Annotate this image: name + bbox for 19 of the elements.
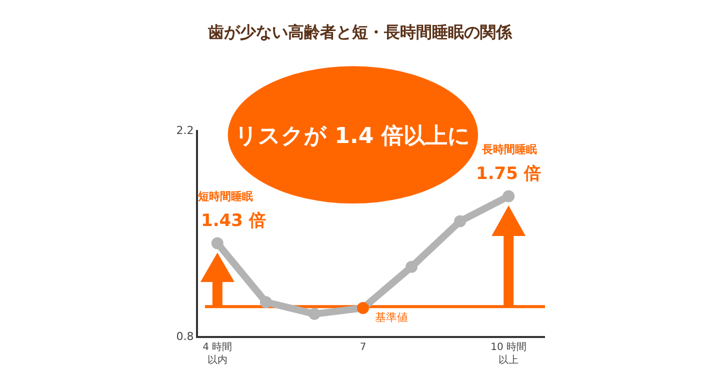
annotation: 長時間睡眠 (481, 143, 537, 156)
y-tick-label: 2.2 (176, 124, 194, 137)
data-label: 1.75 倍 (476, 164, 541, 184)
point (502, 190, 515, 202)
data-label: 1.43 倍 (201, 211, 266, 231)
annotation: 短時間睡眠 (197, 190, 253, 203)
point (406, 260, 418, 273)
x-tick-label: 7 (360, 342, 366, 353)
ref-line-label: 基準値 (375, 311, 408, 324)
chart-title: 歯が少ない高齢者と短・長時間睡眠の関係 (207, 22, 513, 42)
point (211, 237, 224, 250)
point (454, 215, 466, 228)
x-tick-label: 4 時間以内 (202, 341, 232, 366)
x-tick-label: 10 時間以上 (490, 341, 527, 366)
point (260, 296, 272, 308)
y-tick-label: 0.8 (176, 330, 194, 343)
point (357, 302, 370, 314)
point (308, 308, 320, 320)
annotation: リスクが 1.4 倍以上に (235, 124, 470, 149)
